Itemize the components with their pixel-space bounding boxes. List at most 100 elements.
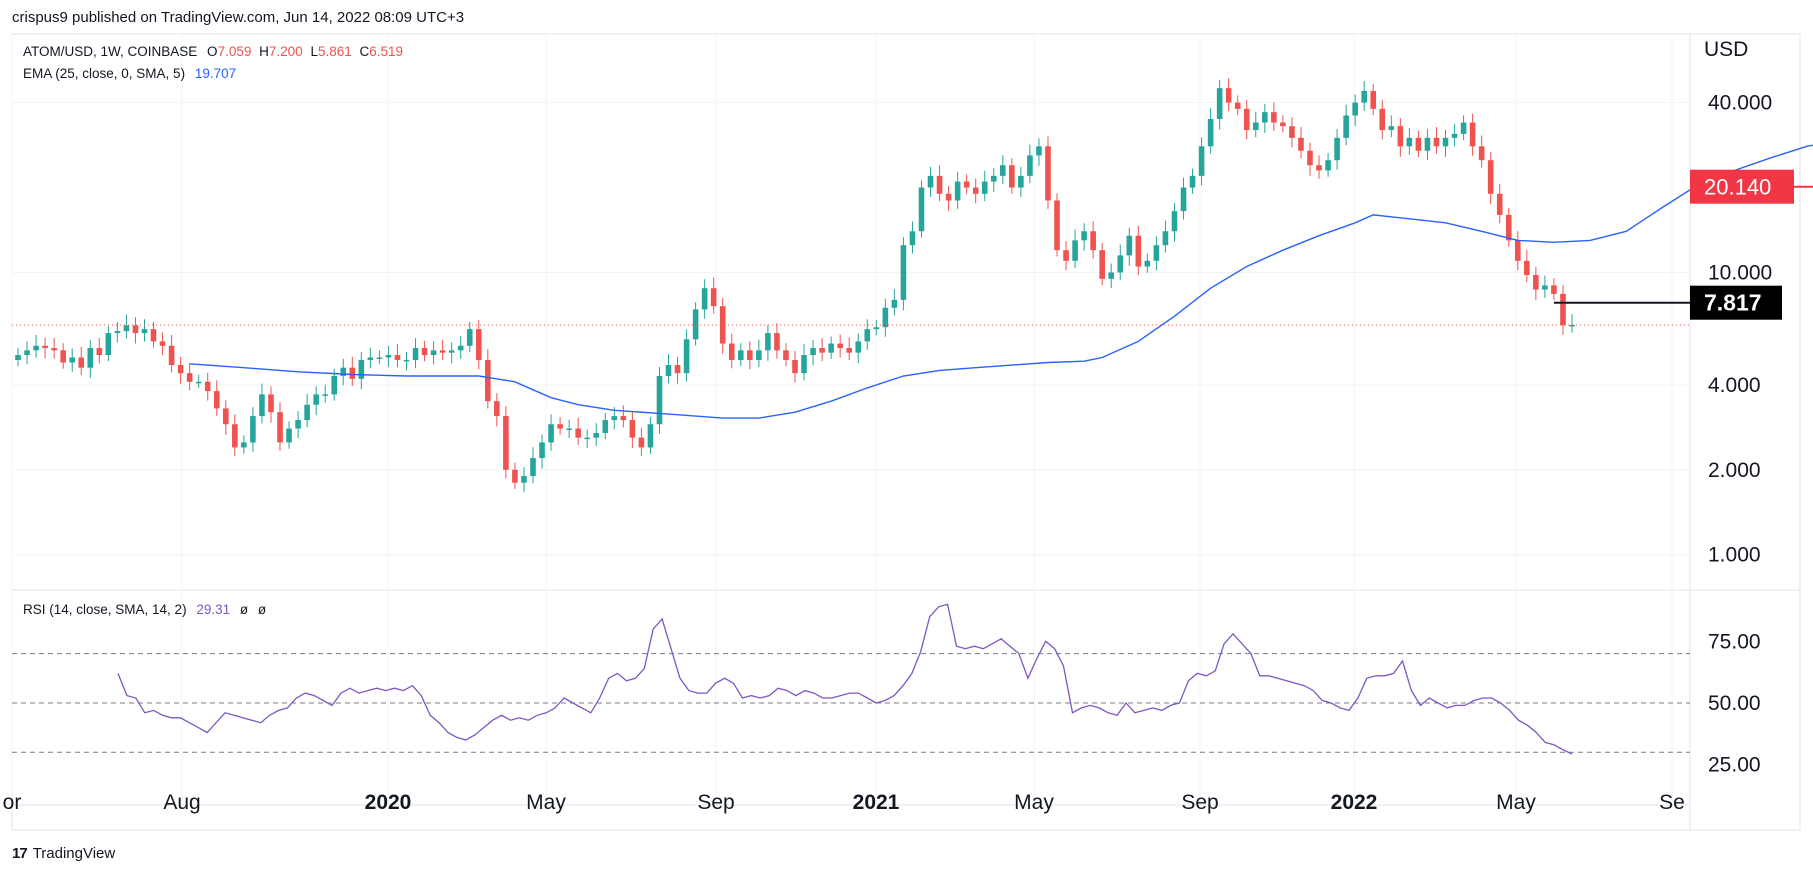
price-tick-label: 10.000 [1708,262,1772,285]
candle-body [1334,137,1340,161]
candle-body [1045,146,1051,201]
candle-body [15,355,21,361]
time-tick-label: May [1496,791,1536,814]
candle-body [1397,126,1404,147]
candle-body [765,333,771,351]
high-label: H [259,44,269,59]
candle-body [204,381,211,392]
candle-body [539,442,545,459]
candle-body [24,350,30,356]
ema-line [189,144,1813,419]
candle-body [177,365,184,374]
candle-body [1108,272,1115,279]
candle-body [936,175,943,194]
candle-body [466,329,473,346]
candle-body [981,181,988,194]
grid [11,33,1801,831]
candle-body [873,327,880,330]
candle-body [602,420,609,433]
candle-body [1551,285,1557,294]
low-label: L [310,44,318,59]
candle-body [195,381,202,384]
candle-body [774,333,780,351]
symbol-label: ATOM/USD, 1W, COINBASE [23,44,198,59]
candle-body [421,348,428,356]
candle-body [223,408,229,425]
candle-body [747,350,753,360]
candle-body [1225,88,1232,103]
candle-body [1433,137,1440,147]
candle-body [584,437,590,440]
candle-body [557,424,563,429]
candle-body [403,359,410,362]
candle-body [1424,137,1431,151]
open-label: O [207,44,218,59]
candle-body [954,181,961,201]
rsi-tick-label: 25.00 [1708,754,1761,777]
candle-body [1072,240,1078,261]
candle-body [259,394,265,417]
candle-body [250,416,256,443]
candle-body [277,412,283,443]
time-tick-label: May [1014,791,1054,814]
time-tick-label: 2020 [365,791,412,814]
time-tick-label: 2022 [1331,791,1378,814]
candle-body [846,348,853,353]
candle-body [475,329,482,360]
price-tick-label: 1.000 [1708,544,1761,567]
candle-body [268,394,274,413]
candle-body [783,350,789,360]
symbol-legend: ATOM/USD, 1W, COINBASE O7.059 H7.200 L5.… [23,44,403,59]
candle-body [792,359,798,374]
candle-body [87,348,94,368]
rsi-line [117,603,1573,755]
candle-body [512,469,518,483]
footer: 17 TradingView [12,845,115,862]
rsi-extra-1: ø [239,602,249,617]
time-tick-label: May [526,791,566,814]
candle-body [1198,146,1205,176]
candle-body [349,367,356,379]
candle-body [819,348,825,353]
candle-body [1054,200,1060,251]
candle-body [1352,102,1358,116]
candle-body [990,175,997,182]
candle-body [430,350,437,356]
candle-body [358,359,365,379]
candle-body [105,333,112,356]
candle-body [683,339,690,374]
candle-body [737,350,744,360]
candle-body [756,350,762,360]
candle-body [1000,165,1006,176]
candle-body [1524,260,1530,275]
candle-body [1135,235,1142,267]
candle-body [1406,137,1413,147]
rsi-extra-2: ø [257,602,267,617]
candle-body [1379,108,1386,130]
candle-body [1216,88,1223,119]
time-tick-label: or [3,791,22,814]
candle-body [891,299,898,308]
candle-body [1063,250,1069,261]
candle-body [1280,122,1286,127]
candle-body [376,357,383,359]
time-tick-label: Sep [1181,791,1218,814]
ema-legend: EMA (25, close, 0, SMA, 5) 19.707 [23,66,236,81]
rsi-tick-label: 50.00 [1708,692,1761,715]
candle-body [1180,187,1187,212]
overlays: 20.140 7.817 [12,144,1813,419]
candle-body [141,329,148,334]
candle-body [719,306,726,344]
candle-body [1262,112,1268,123]
candle-body [340,367,347,376]
support-label: 7.817 [1704,290,1762,316]
candle-body [1081,231,1087,241]
candle-body [909,231,916,246]
candle-body [1514,240,1521,261]
candle-body [728,343,735,360]
candle-body [1289,126,1295,138]
candle-body [918,187,925,232]
candle-body [692,309,699,340]
candle-body [548,424,554,443]
